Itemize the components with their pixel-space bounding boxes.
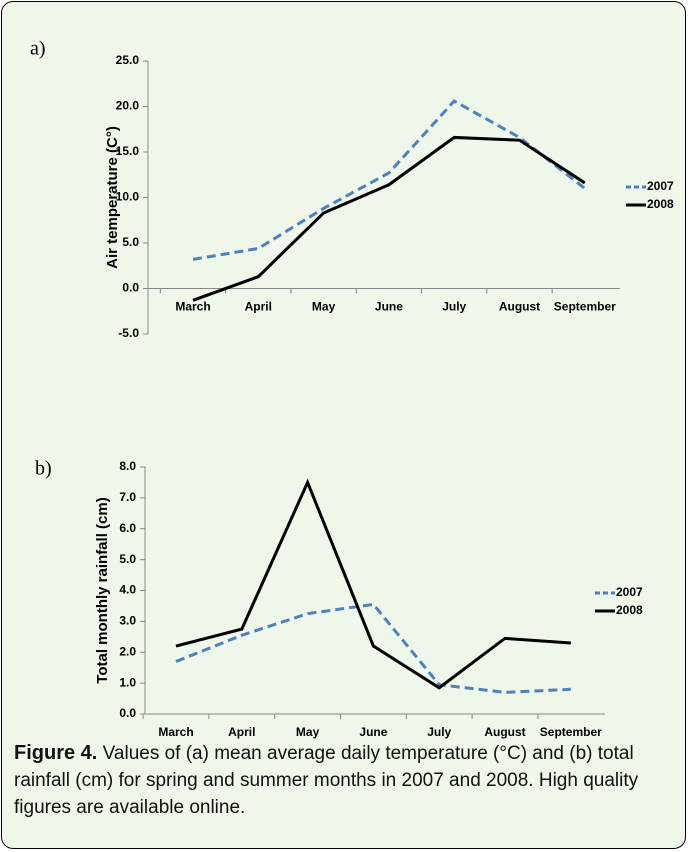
legend-label: 2007 [647,179,674,193]
y-tick-label: 0.0 [122,281,139,295]
caption-text: Values of (a) mean average daily tempera… [14,743,639,818]
x-tick-label: August [484,725,525,739]
y-tick-label: 1.0 [119,675,136,689]
x-tick-label: June [359,725,387,739]
caption-label: Figure 4. [14,742,98,764]
x-tick-label: April [245,300,272,314]
y-tick-label: 25.0 [116,53,140,67]
y-tick-label: 15.0 [116,144,140,158]
y-tick-label: 7.0 [119,490,136,504]
y-tick-label: 6.0 [119,521,136,535]
y-tick-label: 2.0 [119,644,136,658]
series-line [192,135,586,302]
series-line [175,478,571,690]
y-tick-label: 5.0 [119,552,136,566]
x-tick-label: June [375,300,403,314]
x-tick-label: March [158,725,193,739]
legend-label: 2007 [616,585,643,599]
x-tick-label: April [228,725,255,739]
x-tick-label: March [175,300,210,314]
series-line [192,99,586,261]
panel-label: a) [30,38,46,60]
caption: Figure 4. Values of (a) mean average dai… [14,740,679,821]
y-tick-label: 3.0 [119,614,136,628]
y-tick-label: -5.0 [118,326,139,340]
x-tick-label: September [540,725,602,739]
x-tick-label: July [442,300,466,314]
y-tick-label: 20.0 [116,99,140,113]
y-tick-label: 10.0 [116,190,140,204]
x-tick-label: May [296,725,320,739]
figure: a) Air temperature (C°) -5.0 0.0 5.0 10.0 15.0… [30,38,674,740]
y-tick-label: 4.0 [119,583,136,597]
y-tick-label: 0.0 [119,706,136,720]
y-tick-label: 5.0 [122,235,139,249]
legend-label: 2008 [616,603,643,617]
y-axis-title: Air temperature (C°) [104,126,121,269]
panel-label: b) [35,458,52,480]
x-tick-label: July [427,725,451,739]
series-line [175,602,571,694]
x-tick-label: May [312,300,336,314]
x-tick-label: August [499,300,540,314]
y-axis-title: Total monthly rainfall (cm) [94,497,111,683]
legend-label: 2008 [647,197,674,211]
x-tick-label: September [554,300,616,314]
y-tick-label: 8.0 [119,459,136,473]
